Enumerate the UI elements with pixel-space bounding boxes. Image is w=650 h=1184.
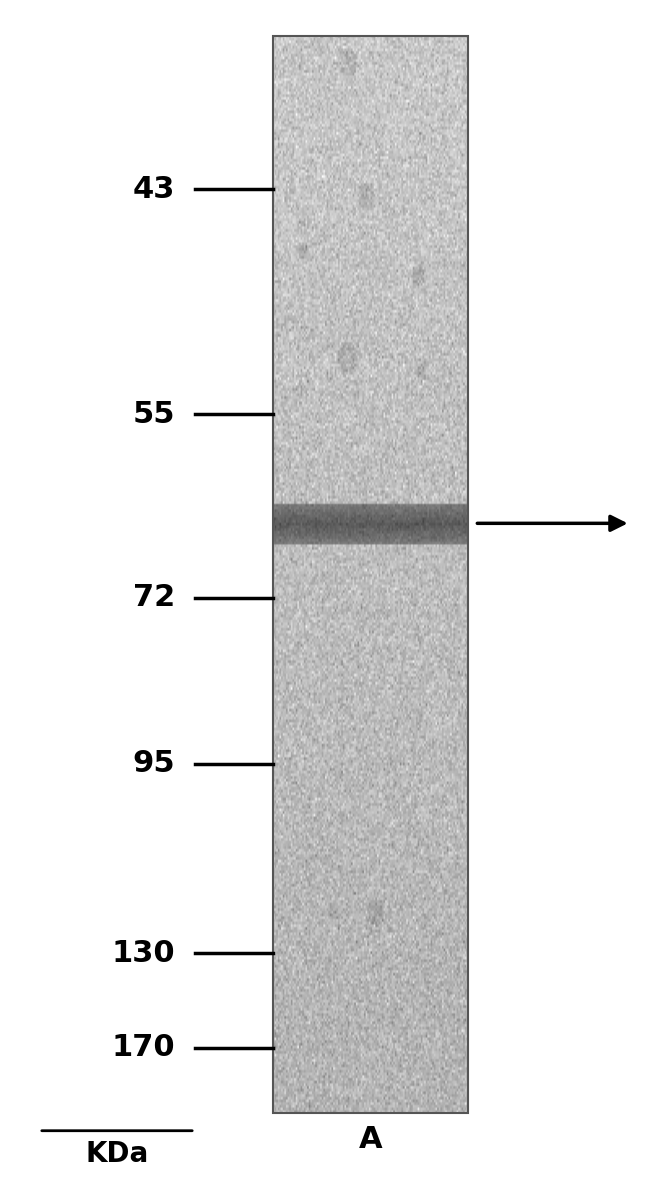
Text: 55: 55: [133, 400, 176, 429]
Text: 43: 43: [133, 175, 176, 204]
Text: A: A: [359, 1125, 382, 1153]
Text: KDa: KDa: [85, 1140, 149, 1169]
Text: 130: 130: [112, 939, 176, 967]
Text: 95: 95: [133, 749, 176, 778]
Text: 72: 72: [133, 584, 176, 612]
Text: 170: 170: [112, 1034, 176, 1062]
Bar: [273, 36, 468, 1113]
